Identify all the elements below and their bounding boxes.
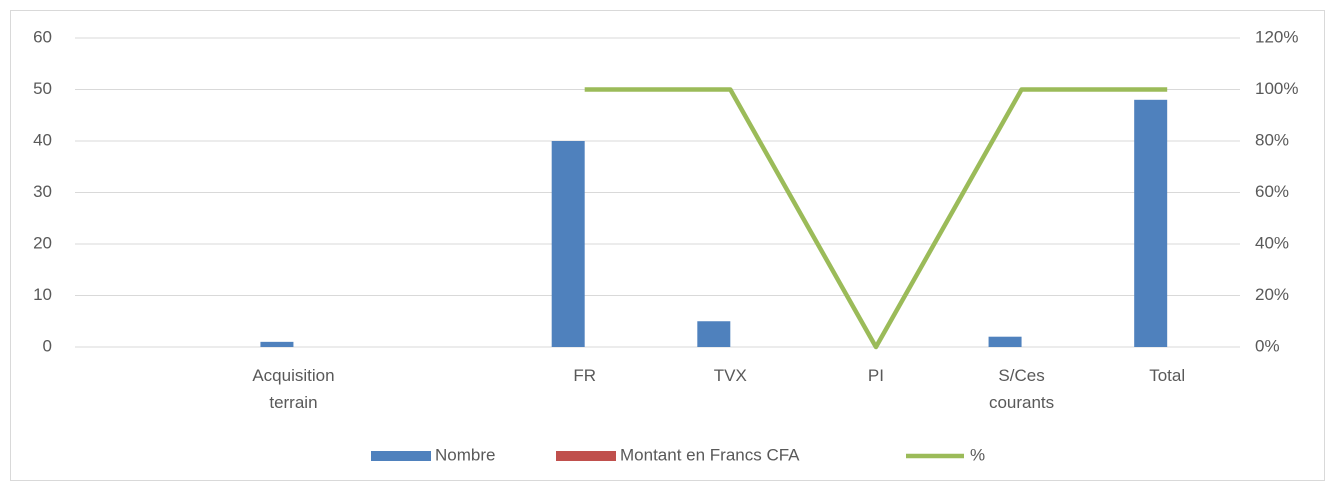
x-tick-label: Total xyxy=(1149,366,1185,385)
y2-tick-label: 120% xyxy=(1255,27,1298,46)
y-tick-label: 50 xyxy=(33,79,52,98)
y-tick-label: 40 xyxy=(33,130,52,149)
y-tick-label: 10 xyxy=(33,285,52,304)
y2-tick-label: 0% xyxy=(1255,336,1280,355)
y2-tick-label: 60% xyxy=(1255,182,1289,201)
y2-tick-label: 100% xyxy=(1255,79,1298,98)
bar xyxy=(260,341,294,347)
bar xyxy=(697,321,731,347)
y2-tick-label: 40% xyxy=(1255,233,1289,252)
legend-label: % xyxy=(970,445,985,464)
bar xyxy=(551,141,585,347)
legend-swatch xyxy=(371,451,431,461)
bar xyxy=(1134,99,1168,347)
legend-label: Nombre xyxy=(435,445,495,464)
legend-label: Montant en Francs CFA xyxy=(620,445,800,464)
legend-swatch xyxy=(556,451,616,461)
y-tick-label: 0 xyxy=(43,336,52,355)
y-tick-label: 30 xyxy=(33,182,52,201)
x-tick-label: PI xyxy=(868,366,884,385)
y2-tick-label: 20% xyxy=(1255,285,1289,304)
y-tick-label: 20 xyxy=(33,233,52,252)
x-tick-label: S/Ces courants xyxy=(989,366,1054,412)
chart-border xyxy=(10,10,1325,481)
x-tick-label: FR xyxy=(573,366,596,385)
y2-tick-label: 80% xyxy=(1255,130,1289,149)
x-tick-label: TVX xyxy=(714,366,747,385)
line xyxy=(584,87,1168,350)
y-tick-label: 60 xyxy=(33,27,52,46)
bar xyxy=(988,336,1022,347)
x-tick-label: Acquisition terrain xyxy=(252,366,334,412)
